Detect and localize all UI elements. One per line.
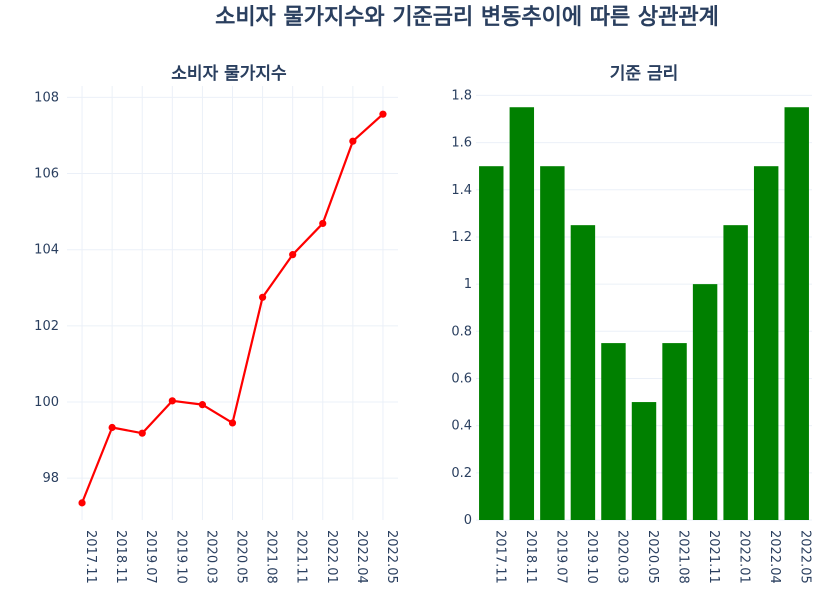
cpi-point xyxy=(168,397,176,405)
x-tick-label: 2019.07 xyxy=(143,530,158,584)
x-tick-label: 2018.11 xyxy=(523,530,538,584)
x-tick-label: 2020.05 xyxy=(234,530,249,584)
y-tick-label: 108 xyxy=(34,90,59,105)
y-tick-label: 0 xyxy=(464,513,472,528)
x-tick-label: 2022.05 xyxy=(798,530,813,584)
rate-bar xyxy=(784,107,809,520)
bar-chart: 0 0.2 0.4 0.6 0.8 1 1.2 1.4 1.6 1.8 2017.11 2018.11… xyxy=(451,88,812,583)
y-tick-label: 0.4 xyxy=(451,419,472,434)
y-tick-label: 1.2 xyxy=(451,230,472,245)
x-tick-label: 2021.11 xyxy=(294,530,309,584)
cpi-point xyxy=(198,401,207,409)
y-tick-label: 106 xyxy=(34,167,59,182)
cpi-point xyxy=(258,293,267,301)
rate-bar xyxy=(723,225,748,521)
cpi-point xyxy=(319,219,327,228)
x-tick-label: 2021.08 xyxy=(676,530,691,584)
y-tick-label: 0.8 xyxy=(451,324,472,339)
y-tick-label: 98 xyxy=(42,471,59,486)
rate-bar xyxy=(631,402,657,520)
rate-bar xyxy=(662,343,687,520)
y-tick-label: 1.8 xyxy=(451,88,472,103)
rate-bar xyxy=(509,107,535,520)
rate-bar xyxy=(570,225,596,521)
x-tick-label: 2017.11 xyxy=(492,530,507,584)
cpi-point xyxy=(379,110,387,118)
y-tick-label: 1.4 xyxy=(451,183,472,198)
cpi-point xyxy=(349,137,357,145)
y-tick-label: 1 xyxy=(464,277,472,292)
rate-bar xyxy=(753,166,779,520)
y-tick-label: 104 xyxy=(34,243,59,258)
x-tick-label: 2017.11 xyxy=(83,530,98,584)
x-tick-label: 2021.11 xyxy=(706,530,721,584)
line-chart: 98 100 102 104 106 108 2017.11 2018.11 2019.07 20… xyxy=(34,86,399,584)
x-tick-label: 2019.10 xyxy=(173,530,188,584)
main-title: 소비자 물가지수와 기준금리 변동추이에 따른 상관관계 xyxy=(215,5,719,30)
x-tick-label: 2021.08 xyxy=(264,530,279,584)
x-tick-label: 2022.01 xyxy=(324,530,339,584)
rate-bar xyxy=(692,284,718,520)
x-tick-label: 2022.04 xyxy=(767,530,782,584)
rate-bar xyxy=(479,166,504,520)
x-tick-label: 2022.04 xyxy=(354,530,369,584)
y-tick-label: 0.2 xyxy=(451,466,472,481)
y-tick-label: 0.6 xyxy=(451,371,472,386)
x-tick-label: 2020.03 xyxy=(614,530,629,584)
x-tick-label: 2018.11 xyxy=(113,530,128,584)
x-tick-label: 2019.07 xyxy=(553,530,568,584)
cpi-point xyxy=(108,423,116,432)
x-tick-label: 2019.10 xyxy=(584,530,599,584)
rate-bar xyxy=(601,343,626,520)
cpi-point xyxy=(289,251,297,259)
y-tick-label: 100 xyxy=(34,395,59,410)
x-tick-label: 2022.05 xyxy=(384,530,399,584)
x-tick-label: 2020.03 xyxy=(203,530,218,584)
cpi-point xyxy=(228,419,237,427)
line-chart-title: 소비자 물가지수 xyxy=(171,64,287,84)
cpi-point xyxy=(138,429,146,437)
cpi-point xyxy=(78,499,86,507)
x-tick-label: 2020.05 xyxy=(645,530,660,584)
rate-bar xyxy=(540,166,565,520)
bar-chart-title: 기준 금리 xyxy=(610,64,678,84)
x-tick-label: 2022.01 xyxy=(737,530,752,584)
y-tick-label: 1.6 xyxy=(451,136,472,151)
y-tick-label: 102 xyxy=(34,319,59,334)
